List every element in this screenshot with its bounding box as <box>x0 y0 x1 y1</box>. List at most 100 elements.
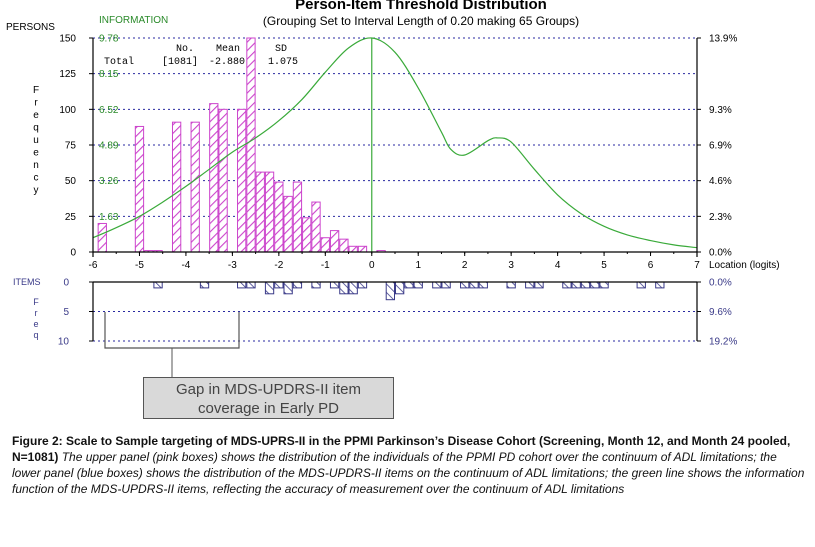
x-tick-label: -6 <box>89 260 98 271</box>
person-bar <box>134 125 145 253</box>
persons-y-tick-label: 25 <box>65 212 77 223</box>
person-bar <box>209 103 219 253</box>
information-tick-label: 4.89 <box>99 141 119 152</box>
person-bar <box>320 237 330 253</box>
axes <box>89 37 701 342</box>
information-curve-line <box>92 37 698 249</box>
x-tick-label: 1 <box>415 260 421 271</box>
items-y-tick-label: 0 <box>63 278 69 289</box>
chart-subtitle: (Grouping Set to Interval Length of 0.20… <box>263 14 579 28</box>
item-bar <box>395 281 405 295</box>
frequency-letter: r <box>34 98 38 109</box>
person-bar <box>302 217 312 253</box>
persons-pct-label: 2.3% <box>709 212 732 223</box>
persons-pct-label: 13.9% <box>709 34 737 45</box>
item-bar <box>199 281 210 289</box>
stats-value-no: [1081] <box>162 56 198 68</box>
item-bar <box>432 281 442 289</box>
stats-header-mean: Mean <box>216 44 240 55</box>
item-bar <box>413 281 423 289</box>
freq-letter: q <box>33 330 38 340</box>
frequency-letter: q <box>33 123 39 134</box>
information-tick-label: 1.63 <box>99 212 119 223</box>
item-bar <box>246 281 256 289</box>
stats-header-no: No. <box>176 44 194 55</box>
stats-header-sd: SD <box>275 44 287 55</box>
gap-bracket <box>104 312 240 349</box>
item-bar <box>274 281 284 289</box>
item-bar <box>469 281 479 289</box>
persons-axis-label: PERSONS <box>6 22 55 33</box>
person-bars <box>97 37 386 253</box>
axis-labels: -6 -5 -4 -3 -2 -1 0 1 2 3 4 5 6 702550751001251501.63… <box>13 34 780 348</box>
item-bar <box>590 281 600 289</box>
item-bar <box>460 281 470 289</box>
person-bar <box>348 245 358 253</box>
items-y-tick-label: 10 <box>58 337 70 348</box>
person-bar <box>283 195 293 253</box>
information-tick-label: 6.52 <box>99 105 119 116</box>
x-tick-label: 7 <box>694 260 700 271</box>
item-bar <box>357 281 368 289</box>
item-bar <box>237 281 247 289</box>
item-bar <box>534 281 544 289</box>
item-bar <box>348 281 358 295</box>
item-bar <box>153 281 163 289</box>
items-pct-label: 0.0% <box>709 278 732 289</box>
item-bar <box>264 281 275 295</box>
person-bar <box>246 37 256 253</box>
item-bar <box>525 281 535 289</box>
item-bar <box>478 281 488 289</box>
person-bar <box>218 108 228 253</box>
person-bar <box>329 230 340 253</box>
frequency-letter: n <box>33 160 39 171</box>
figure-caption: Figure 2: Scale to Sample targeting of M… <box>12 433 807 497</box>
x-tick-label: 2 <box>462 260 468 271</box>
items-pct-label: 19.2% <box>709 337 737 348</box>
gap-annotation: Gap in MDS-UPDRS-II item coverage in Ear… <box>143 377 394 419</box>
caption-body: The upper panel (pink boxes) shows the d… <box>12 450 805 496</box>
freq-letter: F <box>33 297 39 307</box>
item-bar <box>655 281 665 289</box>
persons-y-tick-label: 125 <box>59 69 76 80</box>
stats-row-label: Total <box>104 56 134 68</box>
persons-y-tick-label: 75 <box>65 141 77 152</box>
information-axis-label: INFORMATION <box>99 15 168 26</box>
person-bar <box>237 108 247 253</box>
person-bar <box>274 181 284 253</box>
information-tick-label: 3.26 <box>99 176 119 187</box>
item-bars <box>153 281 665 301</box>
item-bar <box>385 281 396 301</box>
stats-value-sd: 1.075 <box>268 57 298 68</box>
item-bar <box>580 281 591 289</box>
person-bar <box>171 121 182 253</box>
x-tick-label: 5 <box>601 260 607 271</box>
item-bar <box>283 281 293 295</box>
stats-table: No. Mean SD Total [1081] -2.880 1.075 <box>104 44 298 68</box>
item-bar <box>636 281 646 289</box>
persons-pct-label: 6.9% <box>709 141 732 152</box>
x-tick-label: -2 <box>274 260 283 271</box>
person-bar <box>264 171 275 253</box>
frequency-letter: e <box>33 110 39 121</box>
frequency-letter: c <box>34 173 39 184</box>
frequency-letter: u <box>33 135 39 146</box>
x-axis-label: Location (logits) <box>709 260 780 271</box>
x-tick-label: -4 <box>181 260 190 271</box>
person-item-threshold-chart: Person-Item Threshold Distribution (Grou… <box>6 0 780 377</box>
stats-value-mean: -2.880 <box>209 57 245 68</box>
persons-pct-label: 4.6% <box>709 176 732 187</box>
item-bar <box>329 281 340 289</box>
item-bar <box>506 281 516 289</box>
x-tick-label: -3 <box>228 260 237 271</box>
persons-y-tick-label: 50 <box>65 176 77 187</box>
person-bar <box>190 121 200 253</box>
x-tick-label: 4 <box>555 260 561 271</box>
x-tick-label: 3 <box>508 260 514 271</box>
persons-y-tick-label: 100 <box>59 105 76 116</box>
chart-title: Person-Item Threshold Distribution <box>295 0 547 13</box>
frequency-letter: y <box>34 185 39 196</box>
information-curve <box>92 37 698 252</box>
x-tick-label: 6 <box>648 260 654 271</box>
person-bar <box>97 222 107 253</box>
